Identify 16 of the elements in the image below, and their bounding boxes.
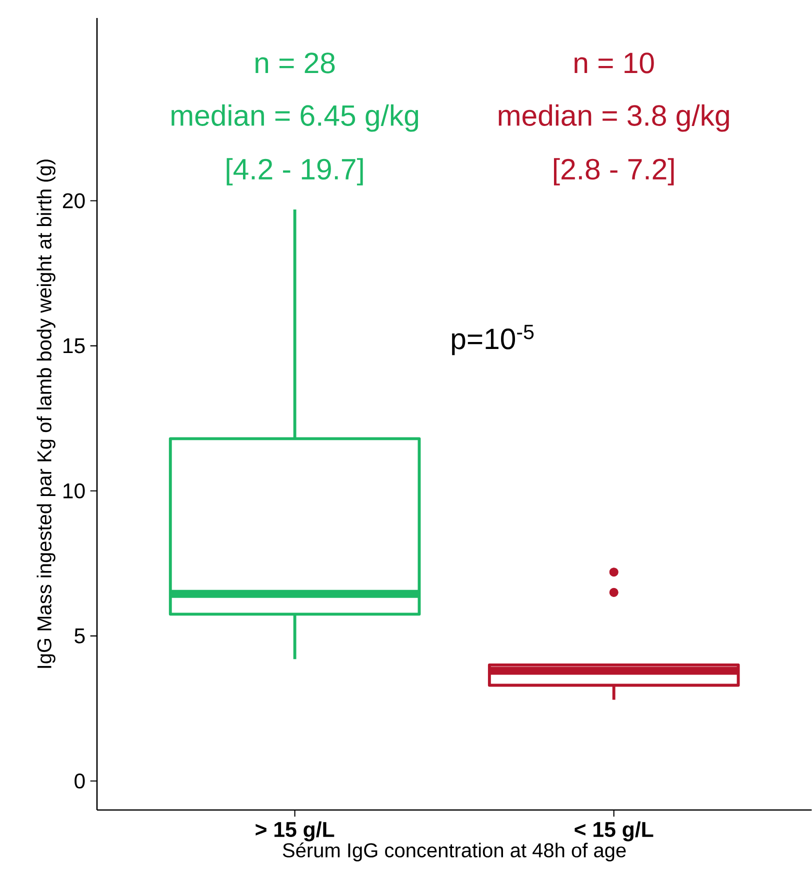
y-tick-label: 15: [64, 338, 85, 354]
annotation: [4.2 - 19.7]: [226, 158, 363, 186]
y-tick-label: 0: [74, 773, 85, 789]
y-axis-title: IgG Mass ingested par Kg of lamb body weight at birth (g): [36, 160, 56, 668]
annotation: p=10$^{-5}$: [452, 324, 534, 356]
annotation: n = 10: [574, 52, 654, 74]
x-tick-label: > 15 g/L: [256, 821, 334, 842]
annotation: n = 28: [256, 52, 335, 74]
y-tick-label: 20: [62, 193, 85, 208]
x-axis-title: Sérum IgG concentration at 48h of age: [282, 842, 626, 862]
y-tick-label: 5: [74, 628, 85, 644]
annotation: median = 6.45 g/kg: [172, 104, 418, 132]
y-tick-label: 10: [64, 483, 85, 498]
annotation: [2.8 - 7.2]: [554, 158, 674, 186]
annotation: median = 3.8 g/kg: [498, 104, 729, 132]
x-tick-label: < 15 g/L: [574, 821, 654, 842]
